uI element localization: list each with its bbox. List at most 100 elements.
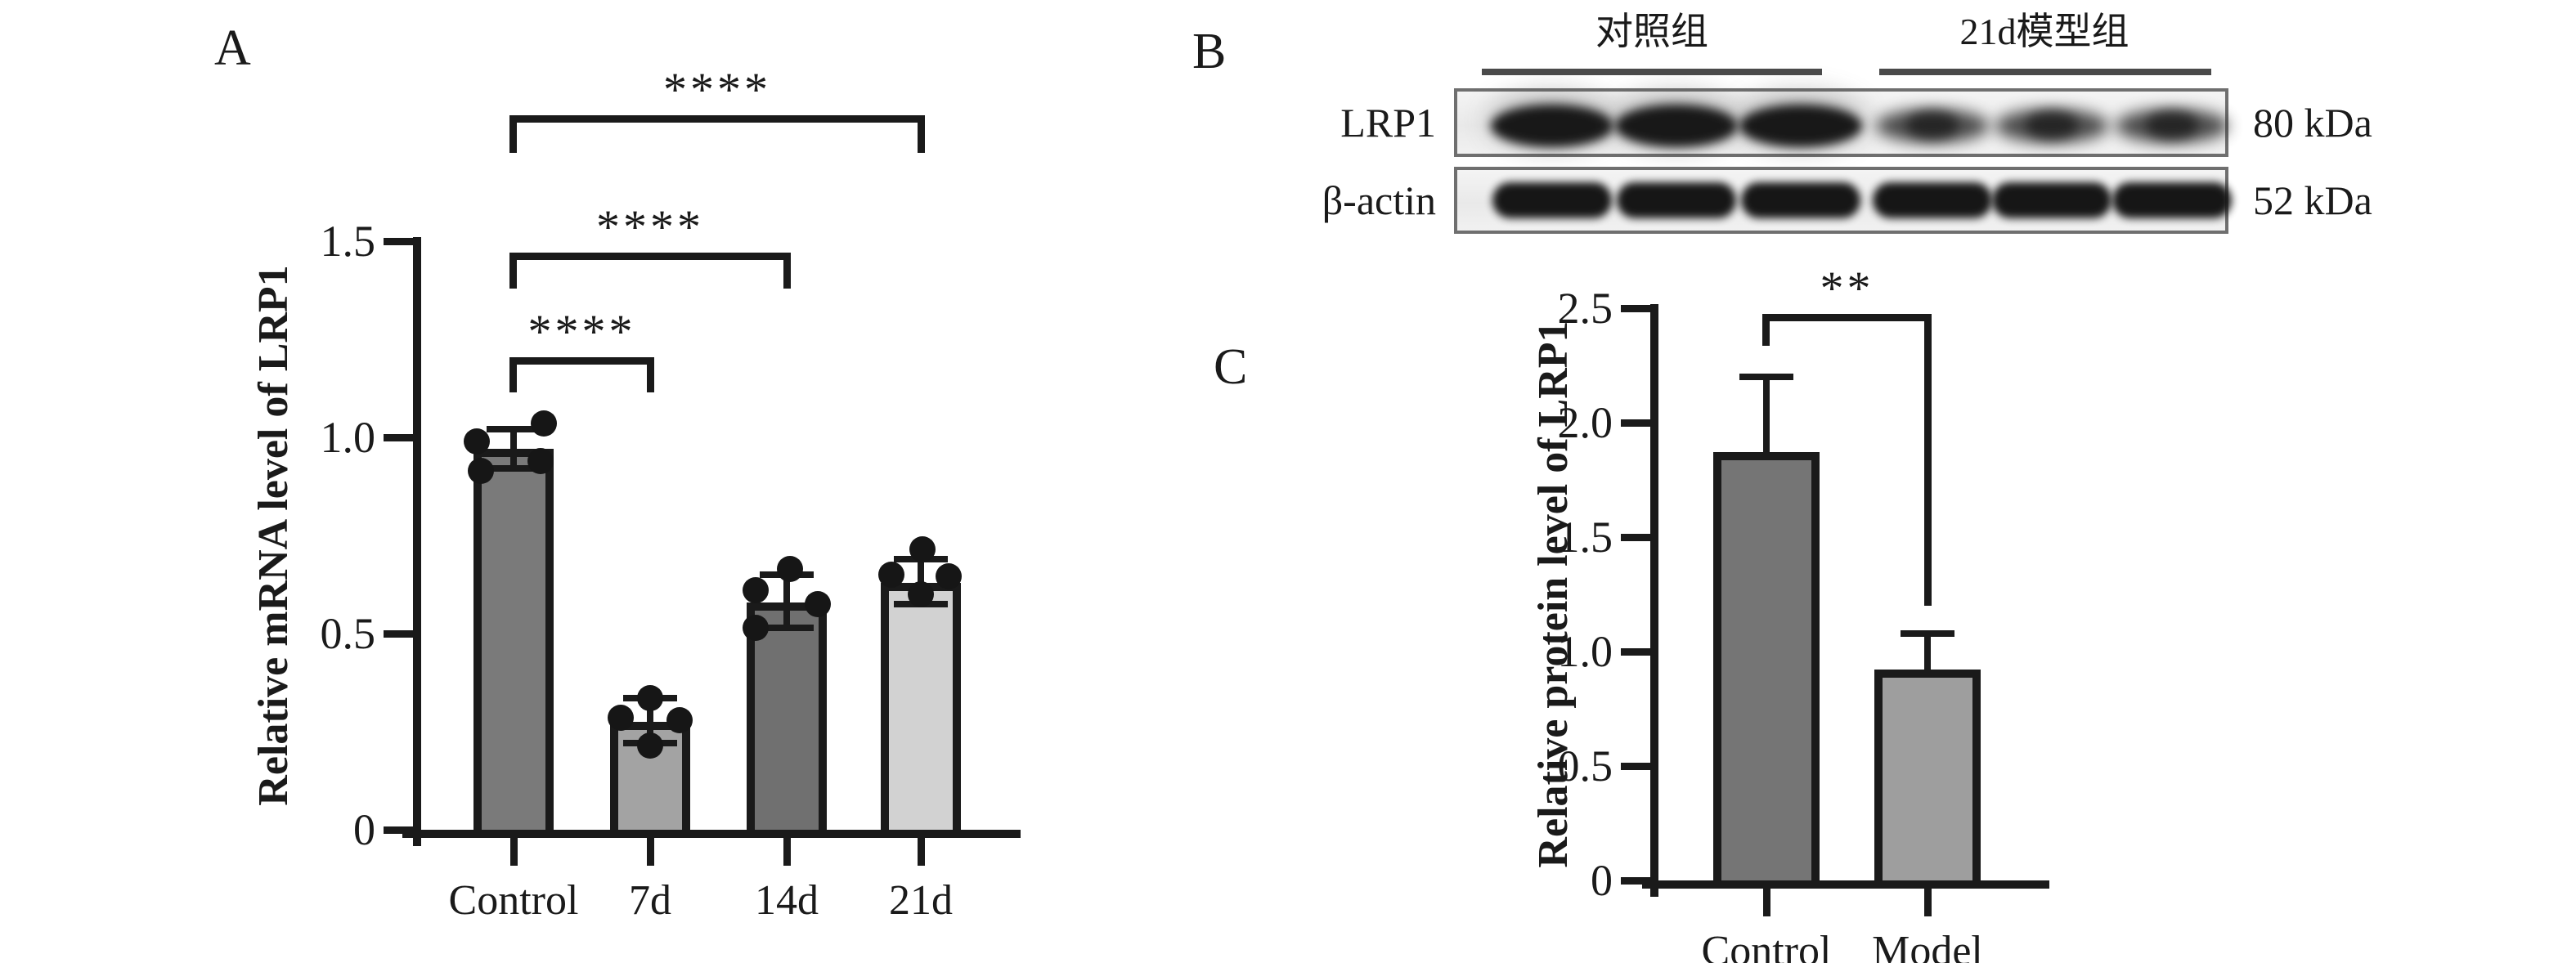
significance-label: **: [1820, 262, 1874, 315]
data-point-dot: [637, 685, 663, 712]
significance-bracket-bar: [509, 115, 925, 123]
data-point-dot: [527, 447, 554, 474]
blot-group-label: 对照组: [1595, 11, 1708, 52]
blot-group-underline: [1879, 69, 2211, 75]
x-tick: [510, 838, 518, 866]
data-point-dot: [464, 428, 490, 455]
blot-band: [2112, 182, 2233, 218]
significance-bracket-leg: [1762, 314, 1770, 347]
data-point-dot: [531, 410, 557, 437]
significance-bracket-bar: [509, 253, 791, 261]
error-bar-cap-bottom: [487, 465, 541, 473]
error-bar-line: [510, 429, 517, 469]
panel-a-letter: A: [214, 20, 251, 76]
data-point-dot: [468, 457, 494, 484]
y-tick-label: 1.5: [320, 217, 376, 266]
x-tick: [647, 838, 654, 866]
panel-b-letter: B: [1192, 24, 1227, 79]
data-point-dot: [878, 562, 904, 588]
y-tick: [1621, 534, 1650, 541]
significance-bracket-leg: [783, 253, 791, 289]
error-bar-cap-top: [1901, 629, 1954, 637]
data-point-dot: [666, 706, 693, 733]
x-tick: [918, 838, 925, 866]
significance-bracket-leg: [509, 115, 517, 153]
data-point-dot: [637, 732, 663, 759]
x-tick: [1763, 889, 1770, 916]
data-point-dot: [743, 577, 769, 604]
y-axis-line: [1650, 304, 1658, 897]
significance-bracket-leg: [509, 253, 517, 289]
blot-band: [1492, 182, 1613, 218]
x-category-label: 14d: [755, 877, 819, 924]
significance-label: ****: [596, 200, 704, 254]
error-bar-line: [1924, 633, 1931, 670]
y-tick: [1621, 877, 1650, 885]
error-bar-line: [647, 698, 653, 744]
y-tick: [1621, 305, 1650, 312]
x-category-label: 21d: [889, 877, 953, 924]
y-tick: [1621, 648, 1650, 656]
blot-mw-label: 52 kDa: [2253, 177, 2372, 223]
y-tick-label: 0.5: [1557, 741, 1613, 791]
blot-group-label: 21d模型组: [1959, 11, 2129, 52]
blot-band: [1739, 105, 1862, 147]
panel-c-letter: C: [1214, 339, 1248, 395]
blot-band: [1615, 105, 1738, 147]
data-point-dot: [805, 591, 831, 617]
significance-label: ****: [663, 63, 771, 117]
blot-protein-label: β-actin: [1322, 177, 1436, 223]
significance-bracket-leg: [1924, 314, 1932, 606]
error-bar-cap-top: [1739, 374, 1793, 380]
x-category-label: Control: [448, 877, 579, 924]
blot-band: [1872, 182, 1992, 218]
error-bar-cap-bottom: [760, 624, 814, 631]
y-tick-label: 1.0: [320, 413, 376, 462]
x-category-label: Control: [1701, 928, 1832, 963]
y-tick-label: 0: [353, 805, 375, 854]
significance-bracket-bar: [509, 357, 654, 365]
significance-bracket-leg: [509, 357, 517, 392]
error-bar-line: [783, 575, 790, 628]
y-tick-label: 0.5: [320, 609, 376, 658]
data-point-dot: [936, 563, 962, 590]
y-tick-label: 2.0: [1557, 398, 1613, 447]
error-bar-line: [1763, 377, 1770, 453]
y-axis-line: [413, 237, 421, 846]
bar-14d: [747, 602, 827, 838]
blot-band-core: [2146, 111, 2199, 139]
y-tick: [384, 238, 413, 245]
x-category-label: 7d: [629, 877, 671, 924]
y-tick-label: 0: [1591, 856, 1613, 905]
x-axis-line: [402, 830, 1021, 838]
y-tick: [384, 434, 413, 441]
y-axis-title: Relative protein level of LRP1: [1530, 320, 1577, 868]
blot-band: [1992, 182, 2112, 218]
bar-control: [1713, 452, 1820, 889]
y-tick: [1621, 419, 1650, 427]
data-point-dot: [909, 535, 936, 562]
blot-band: [1740, 182, 1860, 218]
data-point-dot: [908, 581, 934, 607]
y-tick-label: 2.5: [1557, 284, 1613, 333]
y-tick: [1621, 763, 1650, 770]
bar-model: [1874, 670, 1981, 889]
significance-bracket-bar: [1762, 314, 1932, 321]
x-axis-line: [1642, 880, 2049, 889]
x-tick: [1924, 889, 1932, 916]
blot-protein-label: LRP1: [1340, 100, 1436, 146]
blot-band: [1491, 105, 1614, 147]
significance-label: ****: [527, 305, 636, 359]
data-point-dot: [743, 614, 769, 641]
significance-bracket-leg: [918, 115, 925, 153]
blot-mw-label: 80 kDa: [2253, 100, 2372, 146]
significance-bracket-leg: [647, 357, 654, 392]
blot-band: [1617, 182, 1736, 218]
blot-band-core: [2026, 111, 2079, 139]
data-point-dot: [608, 705, 634, 732]
x-tick: [783, 838, 791, 866]
blot-band-core: [1905, 111, 1959, 139]
